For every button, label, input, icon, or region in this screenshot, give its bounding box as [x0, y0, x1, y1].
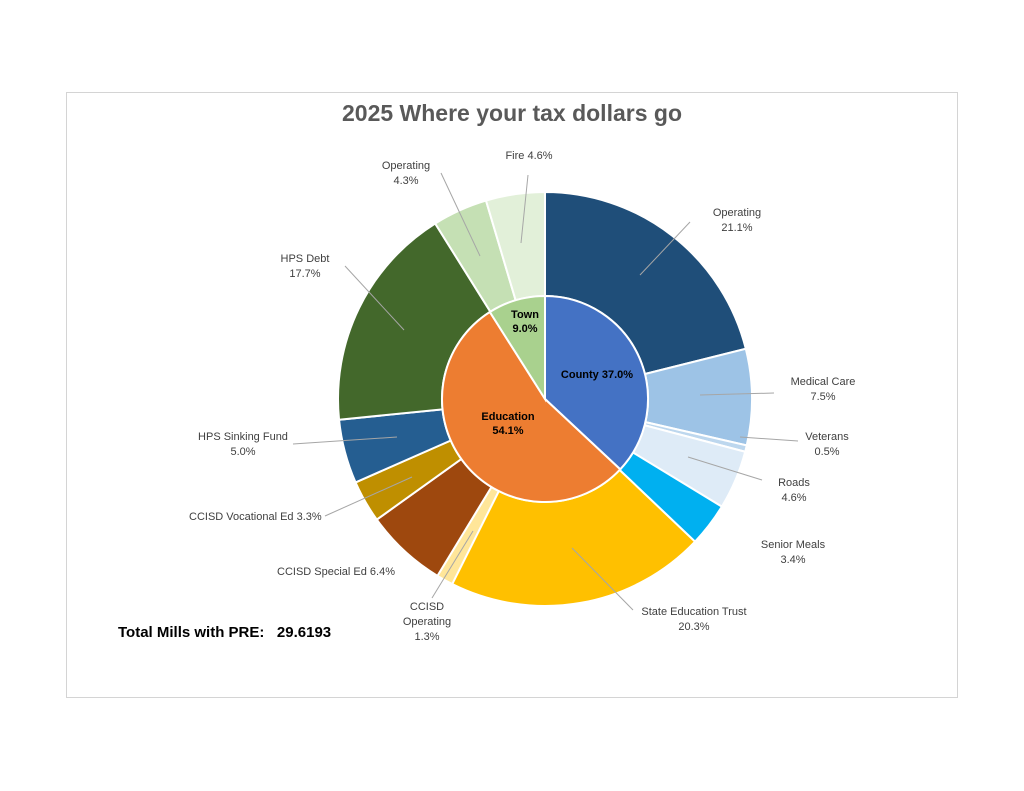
outer-label-county-operating: Operating 21.1% — [713, 207, 761, 234]
outer-label-county-roads: Roads 4.6% — [778, 477, 810, 504]
leader-line-county-operating — [639, 221, 691, 276]
total-mills: Total Mills with PRE: 29.6193 — [118, 624, 331, 641]
inner-slice-town — [488, 294, 546, 403]
leader-line-county-roads — [687, 456, 763, 481]
outer-label-education-state-education-trust: State Education Trust 20.3% — [641, 606, 746, 633]
leader-line-county-veterans — [739, 436, 799, 442]
outer-label-county-medical-care: Medical Care 7.5% — [791, 376, 856, 403]
leader-line-town-fire — [520, 174, 529, 244]
outer-label-county-veterans: Veterans 0.5% — [805, 431, 849, 458]
outer-label-town-operating: Operating 4.3% — [382, 160, 430, 187]
outer-label-education-ccisd-vocational-ed: CCISD Vocational Ed 3.3% — [189, 511, 322, 523]
outer-label-town-fire: Fire 4.6% — [505, 150, 552, 162]
leader-line-town-operating — [440, 172, 481, 257]
leader-line-county-medical-care — [699, 392, 775, 396]
inner-label-town: Town 9.0% — [511, 309, 539, 335]
inner-label-education: Education 54.1% — [481, 411, 534, 437]
outer-label-education-ccisd-special-ed: CCISD Special Ed 6.4% — [277, 566, 395, 578]
outer-label-education-hps-debt: HPS Debt 17.7% — [281, 253, 330, 280]
total-mills-label: Total Mills with PRE: — [118, 624, 265, 641]
leader-line-education-ccisd-operating — [431, 530, 474, 599]
inner-label-county: County 37.0% — [561, 369, 633, 381]
leader-line-education-hps-sinking-fund — [292, 436, 398, 445]
inner-slice-education — [441, 310, 622, 503]
chart-title: 2025 Where your tax dollars go — [341, 100, 682, 126]
leader-line-education-hps-debt — [344, 265, 405, 331]
leader-line-education-ccisd-vocational-ed — [324, 476, 413, 517]
outer-label-county-senior-meals: Senior Meals 3.4% — [761, 539, 826, 566]
outer-label-education-ccisd-operating: CCISD Operating 1.3% — [403, 601, 451, 643]
outer-label-education-hps-sinking-fund: HPS Sinking Fund 5.0% — [198, 431, 288, 458]
inner-slice-county — [544, 294, 649, 471]
leader-line-education-state-education-trust — [571, 547, 634, 611]
total-mills-value: 29.6193 — [276, 624, 332, 641]
